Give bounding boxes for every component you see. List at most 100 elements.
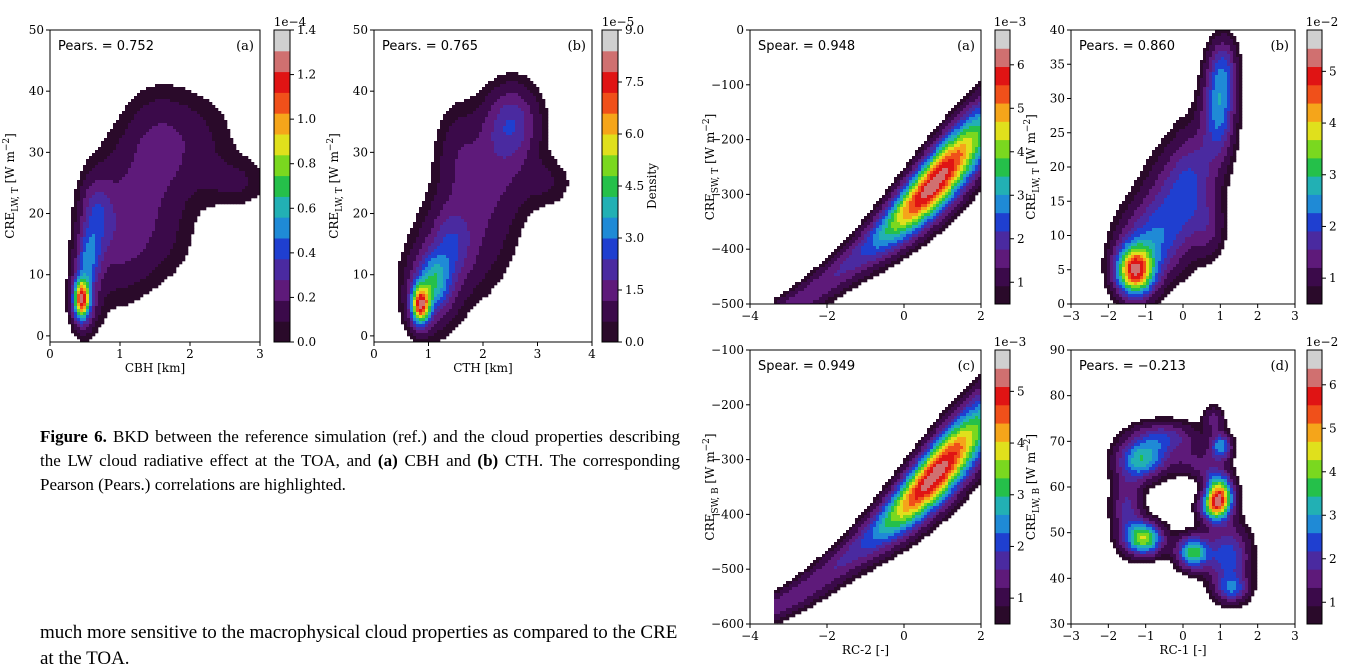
density-cell <box>209 180 212 183</box>
density-cell <box>203 102 206 105</box>
density-cell <box>170 234 173 237</box>
density-cell <box>131 300 134 303</box>
density-cell <box>179 141 182 144</box>
density-cell <box>530 204 533 207</box>
density-cell <box>170 255 173 258</box>
density-cell <box>443 207 446 210</box>
density-cell <box>551 159 554 162</box>
density-cell <box>68 270 71 273</box>
density-cell <box>95 195 98 198</box>
density-cell <box>173 171 176 174</box>
density-cell <box>155 279 158 282</box>
density-cell <box>137 192 140 195</box>
density-cell <box>512 147 515 150</box>
density-cell <box>194 162 197 165</box>
density-cell <box>161 120 164 123</box>
density-cell <box>452 159 455 162</box>
density-cell <box>158 267 161 270</box>
density-cell <box>203 183 206 186</box>
density-cell <box>194 135 197 138</box>
density-cell <box>155 210 158 213</box>
density-cell <box>194 105 197 108</box>
density-cell <box>224 147 227 150</box>
density-cell <box>74 267 77 270</box>
density-cell <box>476 141 479 144</box>
density-cell <box>173 237 176 240</box>
density-cell <box>503 99 506 102</box>
density-cell <box>557 189 560 192</box>
density-cell <box>197 147 200 150</box>
density-cell <box>500 132 503 135</box>
density-cell <box>197 114 200 117</box>
density-cell <box>443 159 446 162</box>
density-cell <box>146 123 149 126</box>
density-cell <box>500 93 503 96</box>
density-cell <box>191 177 194 180</box>
density-cell <box>170 120 173 123</box>
density-cell <box>131 123 134 126</box>
density-cell <box>482 126 485 129</box>
density-cell <box>167 150 170 153</box>
density-cell <box>86 177 89 180</box>
density-cell <box>494 141 497 144</box>
density-cell <box>134 216 137 219</box>
density-cell <box>470 99 473 102</box>
density-cell <box>497 147 500 150</box>
density-cell <box>536 102 539 105</box>
density-cell <box>200 114 203 117</box>
density-cell <box>497 111 500 114</box>
density-cell <box>122 162 125 165</box>
density-cell <box>116 150 119 153</box>
colorbar-tick-label: 0.6 <box>297 201 316 215</box>
density-cell <box>116 294 119 297</box>
density-cell <box>152 168 155 171</box>
density-cell <box>221 180 224 183</box>
density-cell <box>464 147 467 150</box>
density-cell <box>155 213 158 216</box>
density-cell <box>488 213 491 216</box>
density-cell <box>524 126 527 129</box>
density-cell <box>464 126 467 129</box>
density-cell <box>122 135 125 138</box>
density-cell <box>140 234 143 237</box>
density-cell <box>113 174 116 177</box>
density-cell <box>530 162 533 165</box>
density-cell <box>443 219 446 222</box>
density-cell <box>245 162 248 165</box>
density-cell <box>242 183 245 186</box>
density-cell <box>230 150 233 153</box>
density-cell <box>545 138 548 141</box>
density-cell <box>158 174 161 177</box>
density-cell <box>194 174 197 177</box>
density-cell <box>212 117 215 120</box>
density-cell <box>194 144 197 147</box>
density-cell <box>545 147 548 150</box>
density-cell <box>143 159 146 162</box>
density-cell <box>176 183 179 186</box>
density-cell <box>560 186 563 189</box>
density-cell <box>440 129 443 132</box>
density-cell <box>122 231 125 234</box>
density-cell <box>92 327 95 330</box>
density-cell <box>122 291 125 294</box>
density-cell <box>509 198 512 201</box>
density-cell <box>164 120 167 123</box>
density-cell <box>140 228 143 231</box>
density-cell <box>68 288 71 291</box>
density-cell <box>107 294 110 297</box>
density-cell <box>116 279 119 282</box>
density-cell <box>77 207 80 210</box>
density-cell <box>128 147 131 150</box>
density-cell <box>155 93 158 96</box>
density-cell <box>110 222 113 225</box>
density-cell <box>224 162 227 165</box>
density-cell <box>194 198 197 201</box>
density-cell <box>104 315 107 318</box>
density-cell <box>149 117 152 120</box>
density-cell <box>551 183 554 186</box>
density-cell <box>212 198 215 201</box>
density-cell <box>482 114 485 117</box>
density-cell <box>494 210 497 213</box>
density-cell <box>110 258 113 261</box>
density-cell <box>500 129 503 132</box>
